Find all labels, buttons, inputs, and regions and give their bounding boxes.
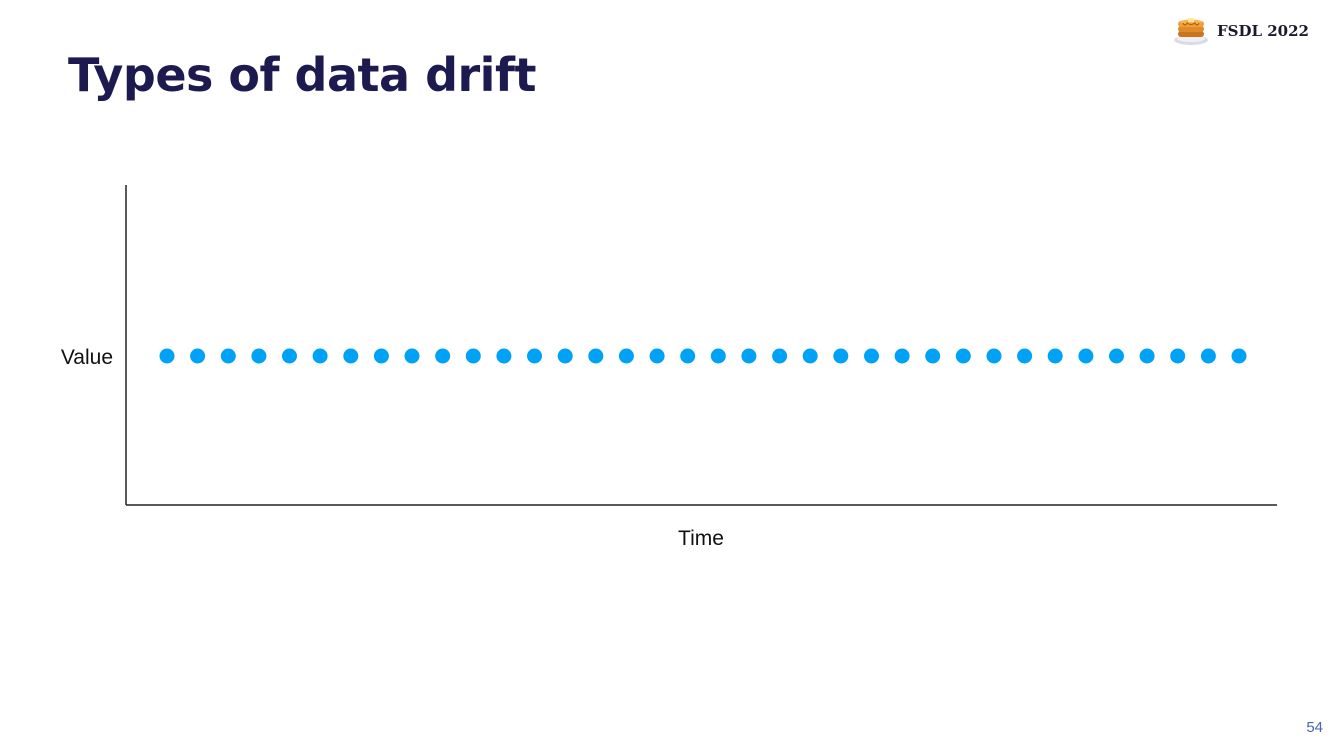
data-point	[1139, 348, 1155, 364]
pancakes-icon	[1173, 18, 1208, 45]
data-point	[986, 348, 1002, 364]
data-point	[741, 348, 757, 364]
data-point	[649, 348, 665, 364]
y-axis-label: Value	[61, 346, 113, 369]
data-point	[1017, 348, 1033, 364]
data-point	[833, 348, 849, 364]
page-number: 54	[1306, 719, 1323, 736]
data-point	[251, 348, 267, 364]
data-point	[557, 348, 573, 364]
brand-badge: FSDL 2022	[1173, 16, 1309, 46]
data-point	[190, 348, 206, 364]
brand-label: FSDL 2022	[1216, 22, 1309, 40]
data-point	[1047, 348, 1063, 364]
data-point	[282, 348, 297, 364]
data-point	[588, 348, 604, 364]
data-point	[1231, 348, 1247, 364]
data-point	[955, 348, 971, 364]
data-point	[1078, 348, 1094, 364]
data-point	[465, 348, 481, 364]
data-point	[680, 348, 696, 364]
data-point	[435, 348, 451, 364]
data-point	[802, 348, 818, 364]
data-point	[618, 348, 634, 364]
data-point	[159, 348, 175, 364]
data-point	[925, 348, 941, 364]
data-point	[894, 348, 910, 364]
data-point	[710, 348, 726, 364]
data-point	[527, 348, 542, 364]
data-point	[373, 348, 389, 364]
data-point	[343, 348, 359, 364]
data-points	[159, 348, 1247, 364]
data-point	[1200, 348, 1216, 364]
data-point	[772, 348, 788, 364]
data-point	[404, 348, 420, 364]
slide-title: Types of data drift	[68, 48, 536, 102]
data-point	[1109, 348, 1124, 364]
x-axis-label: Time	[678, 527, 724, 550]
data-point	[496, 348, 512, 364]
data-point	[312, 348, 328, 364]
data-point	[220, 348, 236, 364]
data-point	[864, 348, 879, 364]
data-point	[1170, 348, 1186, 364]
